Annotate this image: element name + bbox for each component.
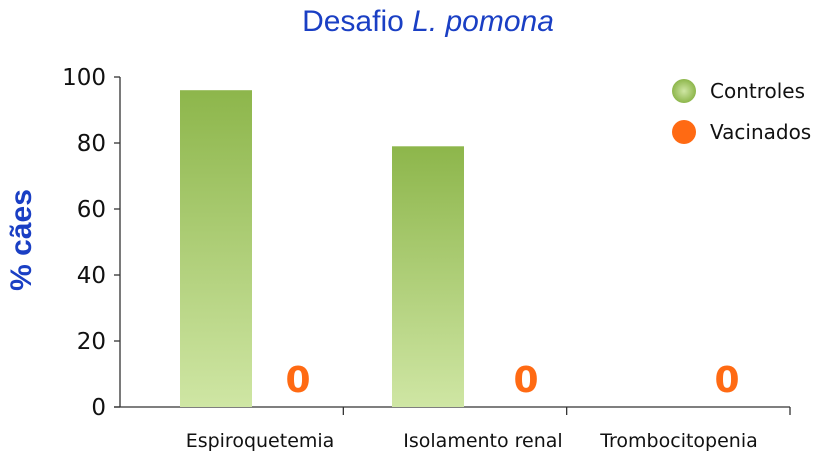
chart-title-main: Desafio [302,5,412,38]
x-axis [114,406,791,415]
y-tick-label: 100 [62,65,106,91]
x-category-label: Espiroquetemia [186,430,335,452]
legend-label-controles: Controles [710,79,805,103]
bar-controles [392,146,464,408]
bars-group: 0 0 0 [180,90,740,408]
chart-title-species: L. pomona [412,5,554,38]
y-tick-label: 80 [77,131,106,157]
y-tick-label: 0 [91,395,106,421]
y-axis: 0 20 40 60 80 100 [62,65,121,421]
chart-title: Desafio L. pomona [302,5,554,38]
legend-label-vacinados: Vacinados [710,120,811,144]
legend: Controles Vacinados [672,79,811,144]
y-tick-label: 40 [77,263,106,289]
y-axis-label: % cães [5,189,38,291]
legend-swatch-controles [672,79,696,103]
data-label-vacinados: 0 [285,360,310,401]
y-tick-label: 20 [77,329,106,355]
data-label-vacinados: 0 [513,360,538,401]
category-labels: Espiroquetemia Isolamento renal Trombocito… [186,430,758,452]
legend-swatch-vacinados [672,120,696,144]
data-label-vacinados: 0 [714,360,739,401]
x-category-label: Trombocitopenia [599,430,758,452]
x-category-label: Isolamento renal [403,430,562,452]
y-tick-label: 60 [77,197,106,223]
bar-controles [180,90,252,407]
